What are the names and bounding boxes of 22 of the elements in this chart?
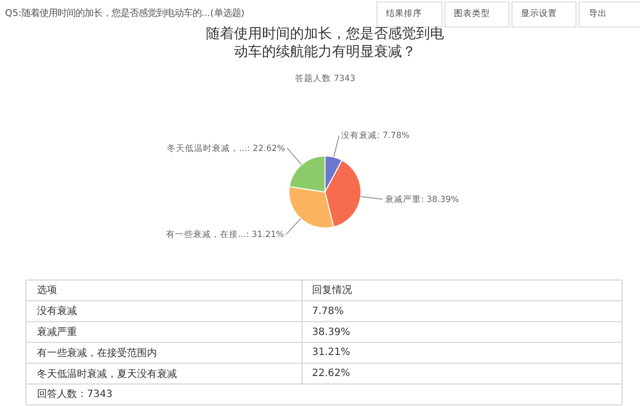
data-label: 没有衰减: 7.78% [341,130,410,141]
text: 有一些衰减，在接受范围内 [37,347,157,359]
text: 显示设置 [521,8,557,19]
text: 38.39% [312,327,350,338]
data-label: 有一些衰减，在接...: 31.21% [166,229,284,240]
text: 31.21% [312,347,350,358]
chart-subtitle: 答题人数 7343 [295,73,356,84]
text: 7.78% [312,306,344,317]
text: 回答人数：7343 [37,388,112,400]
data-label: 衰减严重: 38.39% [385,194,459,205]
text: 选项 [37,284,57,296]
text: 22.62% [312,368,350,379]
text: 结果排序 [386,8,422,19]
text: 冬天低温时衰减，夏天没有衰减 [37,368,177,380]
chart-title: 随着使用时间的加长，您是否感觉到电动车的续航能力有明显衰减？ [206,26,444,60]
text: 回复情况 [312,284,352,296]
text: 没有衰减 [37,305,77,317]
text: 图表类型 [454,8,490,19]
text: 导出 [589,8,607,19]
data-label: 冬天低温时衰减，...: 22.62% [167,143,286,154]
text: Q5:随着使用时间的加长，您是否感觉到电动车的...(单选题) [5,8,244,19]
text: 衰减严重 [37,326,77,338]
